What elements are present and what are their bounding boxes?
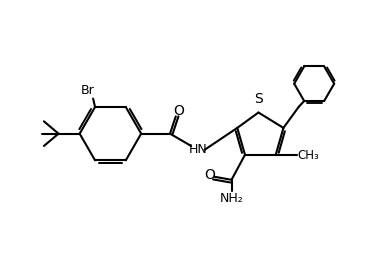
Text: S: S	[254, 92, 263, 106]
Text: HN: HN	[188, 142, 207, 156]
Text: O: O	[204, 168, 215, 182]
Text: NH₂: NH₂	[220, 192, 243, 205]
Text: CH₃: CH₃	[298, 149, 319, 162]
Text: O: O	[173, 104, 184, 118]
Text: Br: Br	[81, 84, 95, 97]
